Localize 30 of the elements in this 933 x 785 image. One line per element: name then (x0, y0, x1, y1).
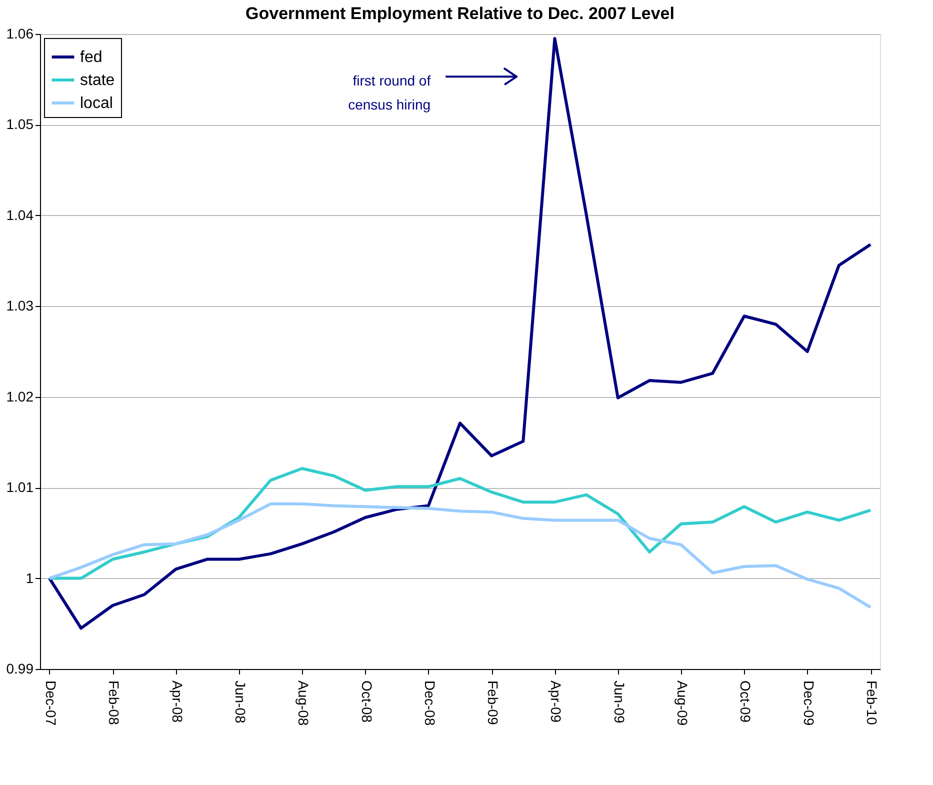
x-tick-label: Aug-09 (674, 680, 691, 726)
y-tick-label: 1.03 (6, 298, 34, 314)
y-tick-label: 1 (26, 570, 34, 586)
line-series (48, 37, 872, 630)
x-tick-label: Jun-09 (611, 680, 628, 724)
legend-label: local (80, 95, 113, 112)
y-tick-label: 1.02 (6, 388, 34, 404)
x-tick-label: Jun-08 (232, 680, 248, 724)
x-tick-label: Oct-09 (738, 680, 754, 723)
y-tick-label: 1.06 (6, 26, 34, 42)
annotation: first round of census hiring (348, 72, 431, 113)
y-tick-label: 1.05 (6, 116, 34, 132)
legend-label: fed (80, 49, 102, 66)
x-tick-label: Dec-07 (42, 680, 59, 726)
x-tick-label: Dec-08 (422, 680, 438, 726)
x-tick-label: Apr-08 (169, 680, 186, 723)
x-tick-label: Dec-09 (800, 680, 817, 726)
line-series (48, 502, 872, 609)
x-tick-label: Apr-09 (548, 680, 564, 723)
y-tick-label: 0.99 (6, 660, 34, 676)
x-tick-label: Feb-09 (485, 680, 502, 726)
chart-title: Government Employment Relative to Dec. 2007 Level (246, 4, 674, 23)
x-tick-label: Aug-08 (296, 680, 312, 726)
y-tick-label: 1.04 (6, 206, 34, 223)
x-tick-label: Oct-08 (358, 680, 375, 723)
line-series (48, 467, 872, 580)
x-tick-label: Feb-10 (864, 680, 880, 726)
y-tick-label: 1.01 (6, 479, 34, 496)
x-tick-label: Feb-08 (106, 680, 122, 726)
legend-label: state (80, 72, 115, 89)
